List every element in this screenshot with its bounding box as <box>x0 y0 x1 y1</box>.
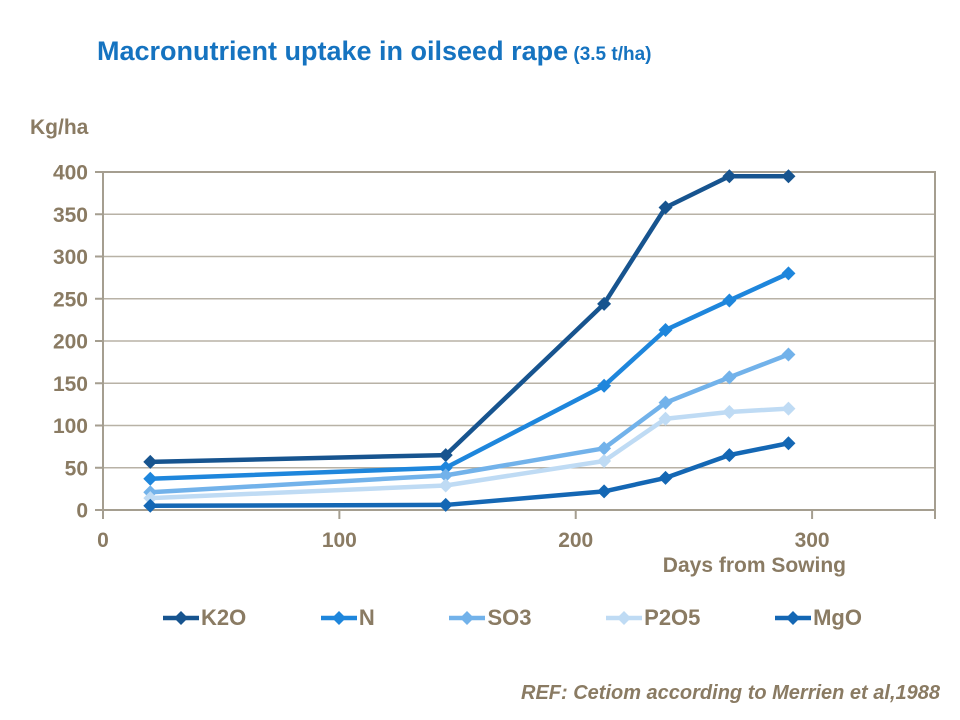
chart-title: Macronutrient uptake in oilseed rape (3.… <box>97 36 652 67</box>
series-marker-MgO <box>781 436 796 451</box>
reference-text: REF: Cetiom according to Merrien et al,1… <box>521 682 940 704</box>
legend-marker-icon <box>320 611 357 625</box>
series-marker-P2O5 <box>597 453 612 468</box>
x-tick-label-100: 100 <box>322 529 357 552</box>
series-marker-P2O5 <box>722 404 737 419</box>
series-marker-N <box>143 471 158 486</box>
legend-label: P2O5 <box>644 605 701 630</box>
series-marker-MgO <box>597 484 612 499</box>
series-line-P2O5 <box>148 406 791 501</box>
legend-label: MgO <box>813 605 862 630</box>
legend-item-SO3: SO3 <box>448 605 531 631</box>
series-marker-N <box>597 378 612 393</box>
series-line-SO3 <box>148 352 791 495</box>
legend-item-K2O: K2O <box>162 605 246 631</box>
y-tick-label-300: 300 <box>53 246 88 269</box>
series-line-K2O <box>148 173 791 465</box>
series-marker-SO3 <box>722 370 737 385</box>
legend-label: N <box>358 605 375 630</box>
series-marker-K2O <box>722 169 737 184</box>
series-MgO <box>143 436 796 513</box>
series-marker-N <box>781 266 796 281</box>
x-axis-title: Days from Sowing <box>662 554 846 577</box>
series-marker-K2O <box>658 200 673 215</box>
legend-marker-icon <box>606 611 643 625</box>
series-marker-SO3 <box>438 468 453 483</box>
legend-label: K2O <box>201 605 247 630</box>
chart-title-main: Macronutrient uptake in oilseed rape <box>97 36 569 66</box>
series-marker-K2O <box>438 448 453 463</box>
series-N <box>143 266 796 486</box>
legend-item-N: N <box>320 605 375 631</box>
y-tick-label-50: 50 <box>65 457 88 480</box>
legend-marker-icon <box>449 611 486 625</box>
series-marker-P2O5 <box>143 491 158 506</box>
series-marker-MgO <box>143 498 158 513</box>
series-marker-P2O5 <box>438 478 453 493</box>
legend-marker-icon <box>163 611 199 625</box>
series-marker-K2O <box>597 296 612 311</box>
chart-legend: K2O N SO3 P2O5 MgO <box>162 605 862 631</box>
legend-marker-icon <box>775 611 812 625</box>
series-marker-K2O <box>781 169 796 184</box>
x-tick-label-200: 200 <box>558 529 593 552</box>
series-line-N <box>148 271 791 481</box>
y-tick-label-350: 350 <box>53 204 88 227</box>
legend-item-MgO: MgO <box>774 605 862 631</box>
y-tick-label-200: 200 <box>53 331 88 354</box>
series-marker-SO3 <box>597 441 612 456</box>
series-K2O <box>143 169 796 469</box>
y-tick-label-150: 150 <box>53 373 88 396</box>
series-marker-P2O5 <box>781 401 796 416</box>
series-marker-SO3 <box>781 347 796 362</box>
y-tick-label-250: 250 <box>53 288 88 311</box>
legend-item-P2O5: P2O5 <box>605 605 700 631</box>
series-SO3 <box>143 347 796 500</box>
series-marker-MgO <box>438 497 453 512</box>
y-tick-label-400: 400 <box>53 162 88 185</box>
x-tick-label-300: 300 <box>795 529 830 552</box>
series-marker-SO3 <box>658 395 673 410</box>
series-marker-N <box>658 323 673 338</box>
series-marker-MgO <box>722 448 737 463</box>
series-marker-K2O <box>143 454 158 469</box>
series-marker-MgO <box>658 470 673 485</box>
series-marker-P2O5 <box>658 411 673 426</box>
y-axis-title: Kg/ha <box>30 116 89 139</box>
series-marker-N <box>438 460 453 475</box>
y-tick-label-0: 0 <box>76 500 88 523</box>
legend-label: SO3 <box>487 605 532 630</box>
chart-title-suffix: (3.5 t/ha) <box>568 44 652 65</box>
series-marker-N <box>722 293 737 308</box>
x-tick-label-0: 0 <box>97 529 109 552</box>
y-tick-label-100: 100 <box>53 415 88 438</box>
series-line-MgO <box>148 440 791 509</box>
series-P2O5 <box>143 401 796 506</box>
